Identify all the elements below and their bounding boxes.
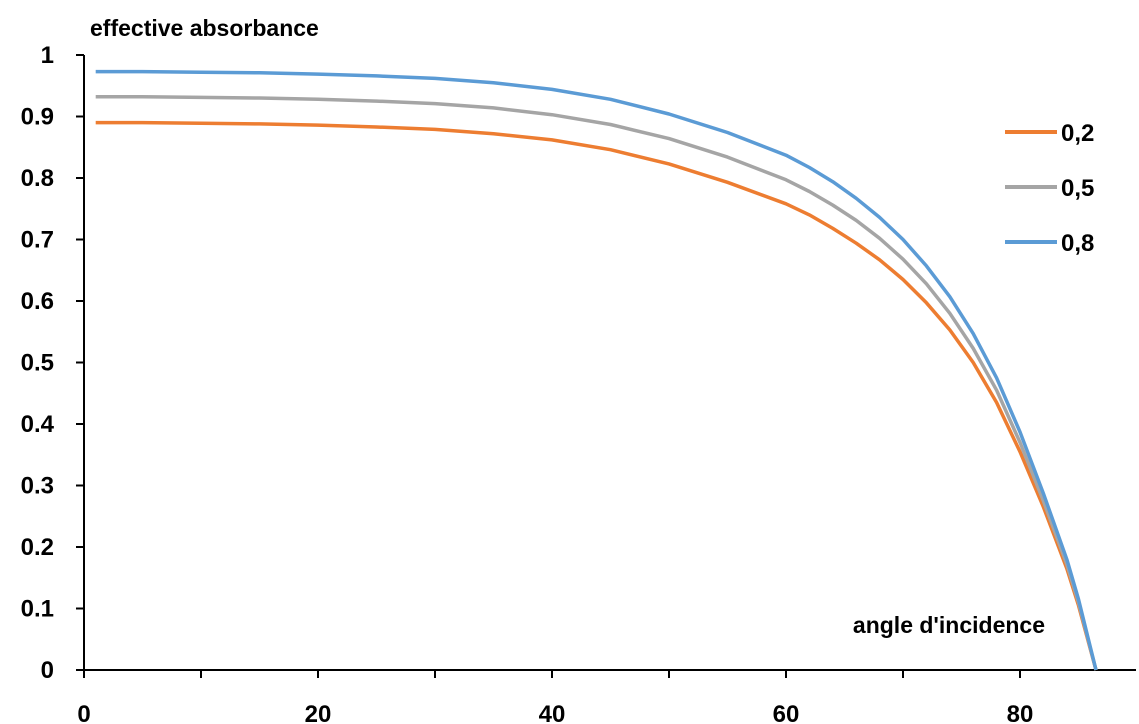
legend: 0,2 0,5 0,8 (1005, 120, 1094, 257)
legend-label: 0,2 (1061, 120, 1094, 147)
y-tick-label: 0.2 (21, 534, 54, 561)
y-tick-label: 1 (41, 42, 54, 69)
x-axis-title: angle d'incidence (853, 612, 1045, 638)
y-tick-label: 0.4 (21, 411, 55, 438)
y-tick-label: 0.8 (21, 165, 54, 192)
legend-label: 0,5 (1061, 175, 1094, 202)
x-tick-label: 80 (1007, 701, 1034, 724)
y-tick-label: 0 (41, 657, 54, 684)
x-tick-label: 20 (305, 701, 332, 724)
y-tick-label: 0.1 (21, 596, 54, 623)
series-line-0-2 (95, 120, 1098, 671)
x-tick-label: 40 (539, 701, 566, 724)
axes: 0 0.1 0.2 0.3 0.4 0.5 0.6 0.7 0.8 0.9 1 0 20 40 60 80 (21, 42, 1136, 724)
legend-label: 0,8 (1061, 230, 1094, 257)
y-tick-label: 0.6 (21, 288, 54, 315)
y-tick-label: 0.7 (21, 227, 54, 254)
series-line-0-5 (95, 95, 1098, 671)
series-layer (95, 69, 1098, 671)
y-tick-label: 0.5 (21, 350, 54, 377)
series-line-0-8 (95, 69, 1098, 671)
y-axis-title: effective absorbance (90, 15, 319, 41)
y-tick-label: 0.3 (21, 473, 54, 500)
y-tick-label: 0.9 (21, 104, 54, 131)
x-tick-label: 60 (773, 701, 800, 724)
x-tick-label: 0 (77, 701, 90, 724)
